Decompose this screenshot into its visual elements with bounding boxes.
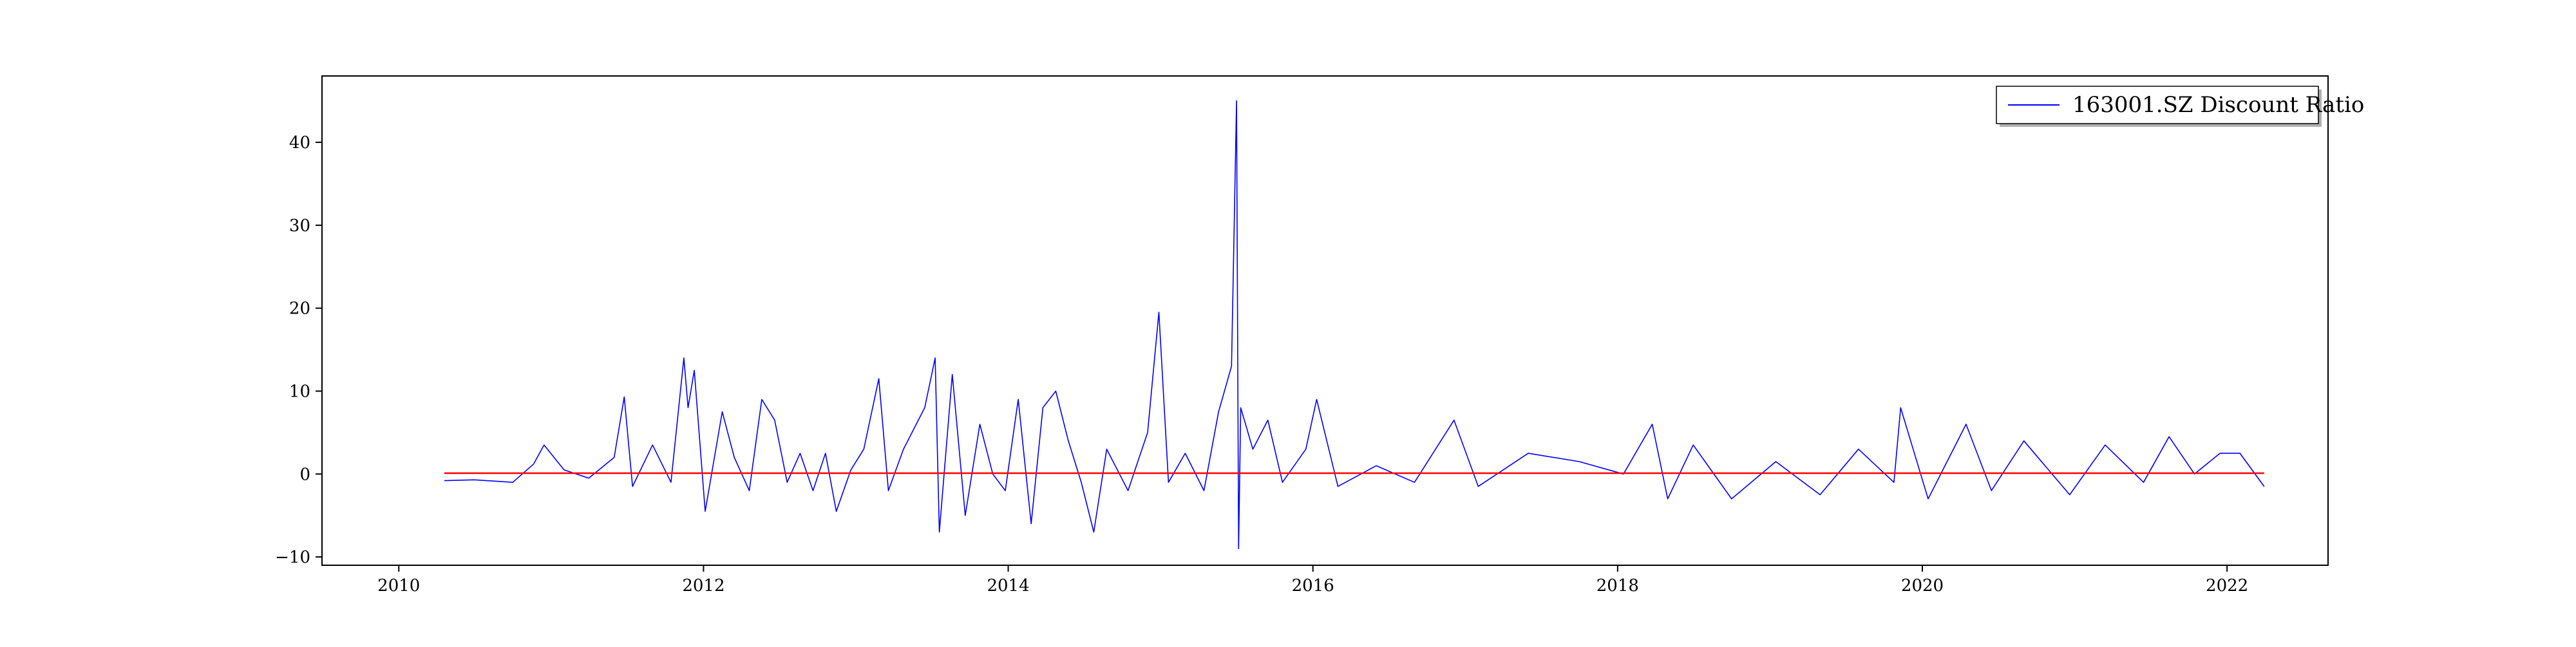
legend: 163001.SZ Discount Ratio <box>1996 86 2364 127</box>
x-tick-label: 2010 <box>377 576 420 595</box>
x-tick-label: 2012 <box>682 576 724 595</box>
x-tick-label: 2022 <box>2206 576 2248 595</box>
y-tick-label: 0 <box>299 465 310 484</box>
x-tick-label: 2020 <box>1901 576 1944 595</box>
x-tick-label: 2016 <box>1292 576 1334 595</box>
y-tick-label: −10 <box>275 548 310 567</box>
x-tick-label: 2014 <box>987 576 1029 595</box>
y-tick-label: 20 <box>289 299 310 319</box>
axes-layer: 2010 2012 2014 2016 2018 2020 2022 −10 0 10 20 30 40 <box>275 75 2329 595</box>
y-tick-label: 40 <box>289 133 310 153</box>
plot-layer <box>444 100 2265 550</box>
series-line-discount-ratio <box>444 100 2265 550</box>
legend-label: 163001.SZ Discount Ratio <box>2072 92 2364 118</box>
y-tick-label: 30 <box>289 216 310 236</box>
x-tick-label: 2018 <box>1596 576 1639 595</box>
y-tick-label: 10 <box>289 382 310 401</box>
plot-frame <box>321 75 2329 566</box>
